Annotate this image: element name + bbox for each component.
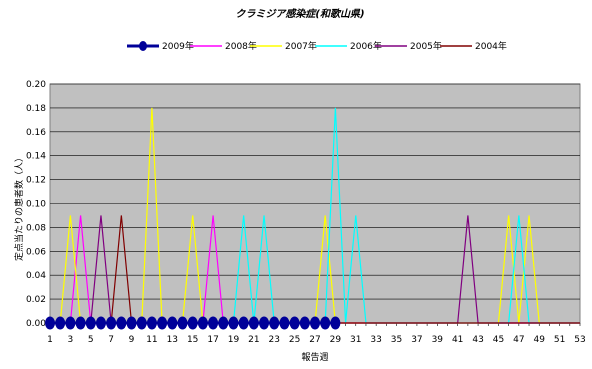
legend: 2009年 2008年 2007年 2006年 2005年 2004年 bbox=[127, 40, 507, 52]
x-tick-label: 45 bbox=[493, 335, 504, 345]
legend-label: 2005年 bbox=[410, 40, 442, 52]
data-point bbox=[248, 316, 259, 330]
data-point bbox=[116, 316, 127, 330]
legend-label: 2004年 bbox=[475, 40, 507, 52]
data-point bbox=[320, 316, 331, 330]
legend-label: 2007年 bbox=[285, 40, 317, 52]
data-point bbox=[187, 316, 198, 330]
y-tick-label: 0.04 bbox=[26, 271, 46, 281]
legend-item: 2007年 bbox=[250, 40, 317, 52]
data-point bbox=[45, 316, 55, 330]
x-tick-label: 31 bbox=[350, 335, 361, 345]
data-point bbox=[289, 316, 300, 330]
legend-item: 2008年 bbox=[190, 40, 257, 52]
legend-label: 2008年 bbox=[225, 40, 257, 52]
x-tick-label: 35 bbox=[391, 335, 402, 345]
data-point bbox=[75, 316, 86, 330]
x-tick-label: 51 bbox=[554, 335, 565, 345]
x-tick-label: 7 bbox=[108, 335, 114, 345]
y-tick-label: 0.12 bbox=[26, 176, 46, 186]
x-tick-label: 27 bbox=[309, 335, 320, 345]
data-point bbox=[218, 316, 229, 330]
x-tick-label: 37 bbox=[411, 335, 422, 345]
x-tick-label: 13 bbox=[167, 335, 178, 345]
data-point bbox=[197, 316, 208, 330]
data-point bbox=[330, 316, 341, 330]
y-tick-label: 0.20 bbox=[26, 80, 46, 90]
data-point bbox=[136, 316, 147, 330]
x-tick-label: 53 bbox=[574, 335, 585, 345]
data-point bbox=[146, 316, 157, 330]
x-tick-label: 29 bbox=[330, 335, 342, 345]
legend-marker bbox=[139, 41, 147, 51]
y-axis-label: 定点当たりの患者数（人） bbox=[13, 153, 25, 261]
data-point bbox=[106, 316, 117, 330]
y-tick-label: 0.18 bbox=[26, 104, 46, 114]
data-point bbox=[208, 316, 219, 330]
legend-item: 2006年 bbox=[315, 40, 382, 52]
y-tick-label: 0.00 bbox=[26, 319, 46, 329]
x-tick-label: 3 bbox=[68, 335, 74, 345]
data-point bbox=[177, 316, 188, 330]
data-point bbox=[167, 316, 178, 330]
x-tick-label: 5 bbox=[88, 335, 94, 345]
data-point bbox=[157, 316, 168, 330]
y-tick-label: 0.14 bbox=[26, 152, 46, 162]
x-tick-label: 9 bbox=[129, 335, 135, 345]
data-point bbox=[85, 316, 96, 330]
legend-item: 2009年 bbox=[127, 40, 194, 52]
data-point bbox=[310, 316, 320, 330]
legend-item: 2004年 bbox=[440, 40, 507, 52]
x-tick-label: 17 bbox=[207, 335, 218, 345]
chart-title: クラミジア感染症(和歌山県) bbox=[235, 8, 364, 20]
y-tick-label: 0.16 bbox=[26, 128, 46, 138]
data-point bbox=[95, 316, 106, 330]
x-tick-label: 43 bbox=[472, 335, 483, 345]
x-tick-label: 15 bbox=[187, 335, 198, 345]
y-tick-label: 0.02 bbox=[26, 295, 46, 305]
data-point bbox=[65, 316, 76, 330]
legend-label: 2009年 bbox=[162, 40, 194, 52]
plot-area: 0.00 0.02 0.04 0.06 0.08 0.10 0.12 0.14 0.16 0.18… bbox=[26, 80, 586, 345]
x-tick-label: 19 bbox=[228, 335, 240, 345]
y-tick-label: 0.06 bbox=[26, 247, 46, 257]
x-tick-label: 49 bbox=[534, 335, 546, 345]
data-point bbox=[238, 316, 249, 330]
y-tick-label: 0.08 bbox=[26, 223, 46, 233]
x-tick-label: 47 bbox=[513, 335, 524, 345]
data-point bbox=[126, 316, 137, 330]
y-tick-label: 0.10 bbox=[26, 200, 46, 210]
x-tick-label: 21 bbox=[248, 335, 259, 345]
x-tick-label: 23 bbox=[269, 335, 280, 345]
legend-label: 2006年 bbox=[350, 40, 382, 52]
x-tick-label: 25 bbox=[289, 335, 300, 345]
x-tick-label: 1 bbox=[47, 335, 53, 345]
x-tick-label: 41 bbox=[452, 335, 463, 345]
data-point bbox=[259, 316, 270, 330]
data-point bbox=[228, 316, 239, 330]
data-point bbox=[299, 316, 310, 330]
legend-item: 2005年 bbox=[375, 40, 442, 52]
data-point bbox=[269, 316, 280, 330]
x-tick-label: 39 bbox=[432, 335, 444, 345]
x-tick-label: 33 bbox=[370, 335, 381, 345]
data-point bbox=[279, 316, 290, 330]
x-tick-label: 11 bbox=[146, 335, 157, 345]
data-point bbox=[55, 316, 66, 330]
x-axis-label: 報告週 bbox=[301, 351, 328, 363]
